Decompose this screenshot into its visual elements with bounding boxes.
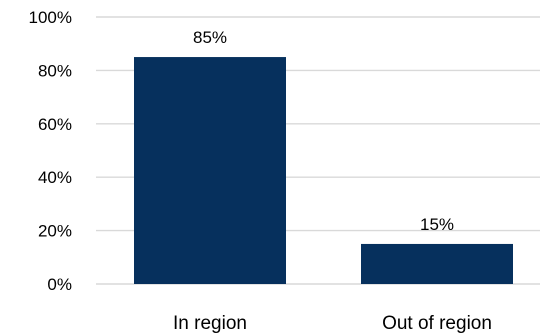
bar-value-label: 15% — [420, 215, 454, 234]
y-axis-tick-labels: 0% 20% 40% 60% 80% 100% — [29, 8, 72, 294]
y-tick-label: 80% — [38, 61, 72, 80]
data-labels: 85% 15% — [193, 28, 454, 234]
x-category-label: Out of region — [382, 313, 492, 334]
x-category-label: In region — [173, 313, 247, 334]
x-axis-category-labels: In region Out of region — [173, 313, 492, 334]
y-tick-label: 20% — [38, 222, 72, 241]
y-tick-label: 60% — [38, 115, 72, 134]
bar — [134, 57, 286, 284]
bar-value-label: 85% — [193, 28, 227, 47]
bars — [134, 57, 513, 284]
y-tick-label: 100% — [29, 8, 72, 27]
y-tick-label: 0% — [47, 275, 72, 294]
y-tick-label: 40% — [38, 168, 72, 187]
bar — [361, 243, 513, 284]
